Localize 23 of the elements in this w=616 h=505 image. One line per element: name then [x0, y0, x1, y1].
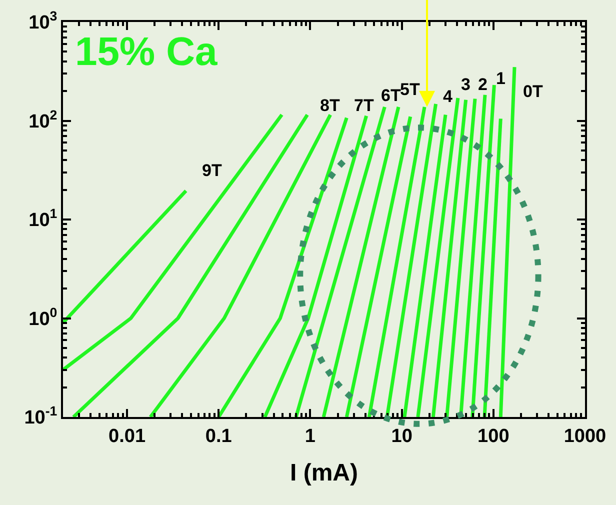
- annotation: 3: [461, 75, 470, 94]
- annotation: 15% Ca: [75, 30, 218, 74]
- x-tick-label: 1: [304, 426, 316, 447]
- y-tick-label: 10$^{1}$: [28, 206, 58, 232]
- y-tick-label: 10$^{3}$: [28, 8, 58, 34]
- annotation: 6T: [381, 86, 402, 105]
- x-tick-label: 0.01: [108, 426, 146, 447]
- annotation: 2: [478, 75, 488, 94]
- x-tick-label: 0.1: [205, 426, 232, 447]
- x-tick-label: 100: [478, 426, 510, 447]
- x-tick-label: 10: [391, 426, 412, 447]
- annotation: 9T: [202, 161, 222, 180]
- y-tick-label: 10$^{2}$: [28, 107, 58, 132]
- annotation: 5T: [400, 80, 420, 99]
- annotation: 8T: [320, 96, 340, 115]
- annotation: 7T: [354, 96, 374, 115]
- x-tick-label: 1000: [564, 426, 606, 447]
- y-tick-label: 10$^{0}$: [28, 304, 58, 330]
- x-axis-title: I (mA): [290, 460, 358, 487]
- annotation: 4: [443, 87, 453, 106]
- annotation: 0T: [523, 82, 544, 101]
- y-tick-label: 10$^{-1}$: [24, 404, 58, 429]
- annotation: 1: [496, 69, 506, 88]
